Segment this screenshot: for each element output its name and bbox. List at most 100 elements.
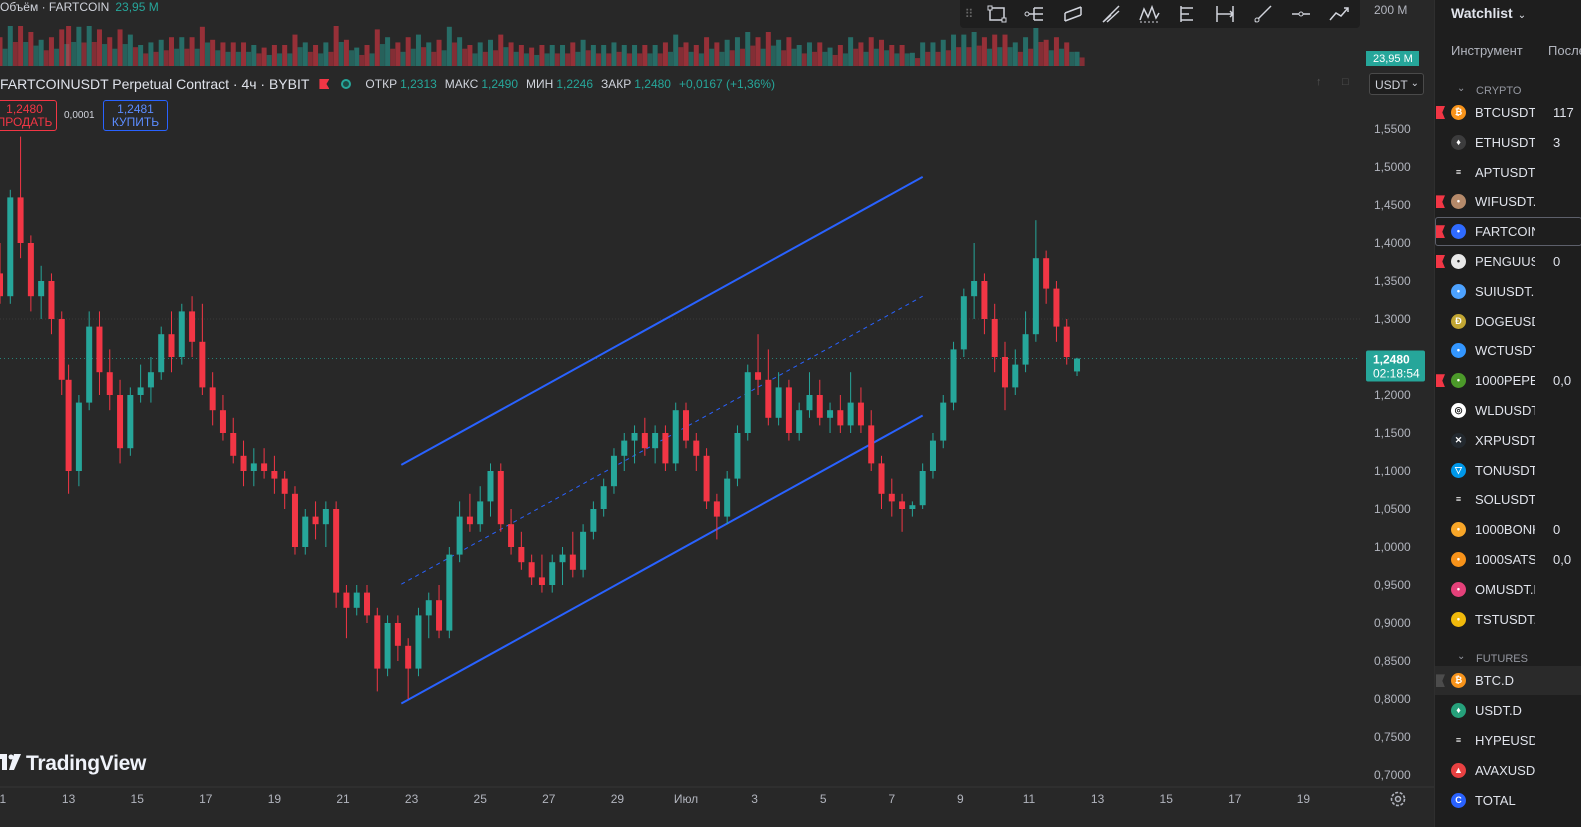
trend-angle-icon[interactable] — [1092, 1, 1130, 27]
candle-body — [0, 273, 3, 297]
date-range-icon[interactable] — [1206, 1, 1244, 27]
volume-bar — [302, 42, 308, 66]
candle-body — [806, 395, 813, 411]
rectangle-icon[interactable] — [978, 1, 1016, 27]
watchlist-row[interactable]: Ð DOGEUSDT.P — [1435, 307, 1581, 336]
open-value: 1,2313 — [400, 77, 437, 91]
candle-body — [528, 562, 535, 578]
volume-bar — [930, 42, 936, 66]
path-icon[interactable] — [1320, 1, 1358, 27]
ray-icon[interactable] — [1244, 1, 1282, 27]
volume-bar — [266, 54, 272, 66]
flag-icon[interactable] — [319, 79, 330, 89]
flag-icon[interactable] — [1436, 255, 1445, 268]
volume-bar — [873, 48, 879, 66]
price-chart[interactable]: 1,55001,50001,45001,40001,35001,30001,25… — [0, 0, 1434, 827]
tst-icon: • — [1451, 611, 1466, 627]
pitchfork-icon[interactable] — [1016, 1, 1054, 27]
watchlist-row[interactable]: ♦ ETHUSDT.P 3 — [1435, 128, 1581, 157]
tradingview-logo[interactable]: TradingView — [0, 752, 146, 776]
volume-bar — [493, 50, 499, 66]
volume-bar — [138, 45, 144, 66]
watchlist-row[interactable]: ₿ BTCUSDT.P 117 — [1435, 98, 1581, 127]
volume-bar — [801, 53, 807, 66]
symbol-title[interactable]: FARTCOINUSDT Perpetual Contract · 4ч · B… — [0, 76, 310, 92]
drag-handle-icon[interactable]: ⠿ — [964, 7, 974, 21]
volume-bar — [755, 37, 761, 66]
tether-icon: ♦ — [1451, 703, 1466, 719]
market-status-icon[interactable] — [341, 79, 352, 89]
watchlist-title[interactable]: Watchlist ⌄ — [1451, 5, 1526, 21]
volume-bar — [1069, 51, 1075, 66]
volume-bar — [18, 26, 24, 66]
time-tick-label: 17 — [1228, 792, 1242, 806]
flag-icon[interactable] — [1436, 374, 1445, 388]
watchlist-section-crypto[interactable]: ⌄ CRYPTO — [1435, 82, 1581, 102]
volume-bar — [709, 48, 715, 66]
candle-body — [322, 509, 329, 525]
watchlist-row[interactable]: • WCTUSDT.P — [1435, 336, 1581, 365]
watchlist-row[interactable]: ≡ HYPEUSDT.P — [1435, 726, 1581, 755]
settings-gear-icon[interactable] — [1389, 790, 1407, 808]
tradingview-logo-icon — [0, 752, 22, 776]
total-icon: C — [1451, 792, 1466, 808]
watchlist-row[interactable]: • PENGUUSDT.P 0 — [1435, 247, 1581, 276]
watchlist-row[interactable]: ≡ SOLUSDT.P — [1435, 485, 1581, 514]
volume-bar — [951, 34, 957, 66]
buy-button[interactable]: 1,2481 КУПИТЬ — [103, 100, 168, 131]
sell-price: 1,2480 — [6, 102, 43, 116]
watchlist-row[interactable]: • 1000PEPEUSDT.P 0,0 — [1435, 366, 1581, 395]
flag-icon[interactable] — [1436, 106, 1445, 119]
watchlist-row[interactable]: C TOTAL — [1435, 786, 1581, 815]
volume-bar — [652, 45, 658, 66]
column-last[interactable]: Последняя — [1548, 43, 1581, 58]
candle-body — [497, 471, 504, 525]
column-instrument[interactable]: Инструмент — [1451, 43, 1523, 58]
symbol-name: BTCUSDT.P — [1475, 105, 1535, 120]
flag-icon[interactable] — [1436, 674, 1445, 688]
flag-icon[interactable] — [1436, 225, 1445, 239]
watchlist-row[interactable]: ✕ XRPUSDT.P — [1435, 426, 1581, 455]
volume-bar — [102, 44, 108, 66]
sell-button[interactable]: 1,2480 ПРОДАТЬ — [0, 100, 57, 131]
watchlist-row[interactable]: • OMUSDT.P — [1435, 575, 1581, 604]
horizontal-line-icon[interactable] — [1282, 1, 1320, 27]
volume-bar — [421, 47, 427, 66]
volume-legend: Объём · FARTCOIN 23,95 M — [0, 0, 159, 14]
watchlist-row[interactable]: • WIFUSDT.P — [1435, 187, 1581, 216]
arrow-up-icon[interactable]: ↑ — [1316, 76, 1322, 88]
candle-body — [991, 319, 998, 357]
watchlist-row[interactable]: ▲ AVAXUSDT.P — [1435, 756, 1581, 785]
square-icon[interactable]: □ — [1342, 76, 1349, 88]
watchlist-row[interactable]: • 1000BONKUSDT.P 0 — [1435, 515, 1581, 544]
watchlist-row[interactable]: ₿ BTC.D — [1435, 666, 1581, 696]
chart-area[interactable]: 1,55001,50001,45001,40001,35001,30001,25… — [0, 0, 1434, 827]
volume-bar — [714, 42, 720, 66]
volume-bar — [637, 53, 643, 66]
watchlist-section-futures[interactable]: ⌄ FUTURES — [1435, 650, 1581, 670]
watchlist-row[interactable]: ♦ USDT.D — [1435, 696, 1581, 725]
symbol-name: PENGUUSDT.P — [1475, 254, 1535, 269]
channel-middle-line — [401, 295, 923, 585]
candle-body — [600, 486, 607, 509]
watchlist-row[interactable]: ◎ WLDUSDT.P — [1435, 396, 1581, 425]
time-tick-label: 11 — [1023, 792, 1036, 806]
low-label: МИН — [526, 77, 554, 91]
watchlist-row[interactable]: ▽ TONUSDT.P — [1435, 456, 1581, 485]
watchlist-row[interactable]: ≡ APTUSDT.P — [1435, 158, 1581, 187]
volume-bar — [981, 37, 987, 66]
volume-bar — [220, 42, 226, 66]
candle-body — [868, 425, 875, 464]
pattern-icon[interactable] — [1130, 1, 1168, 27]
flag-icon[interactable] — [1436, 195, 1445, 209]
currency-select[interactable]: USDT ⌄ — [1369, 73, 1424, 95]
long-position-icon[interactable] — [1168, 1, 1206, 27]
fartcoin-icon: • — [1451, 224, 1466, 240]
volume-bar — [204, 42, 210, 66]
watchlist-row[interactable]: • 1000SATSUSDT.P 0,0 — [1435, 545, 1581, 574]
watchlist-row[interactable]: • TSTUSDT.P — [1435, 605, 1581, 634]
watchlist-row[interactable]: • SUIUSDT.P — [1435, 277, 1581, 306]
watchlist-row[interactable]: • FARTCOINUSDT.P — [1435, 217, 1581, 247]
parallel-channel-icon[interactable] — [1054, 1, 1092, 27]
volume-bar — [487, 39, 493, 66]
